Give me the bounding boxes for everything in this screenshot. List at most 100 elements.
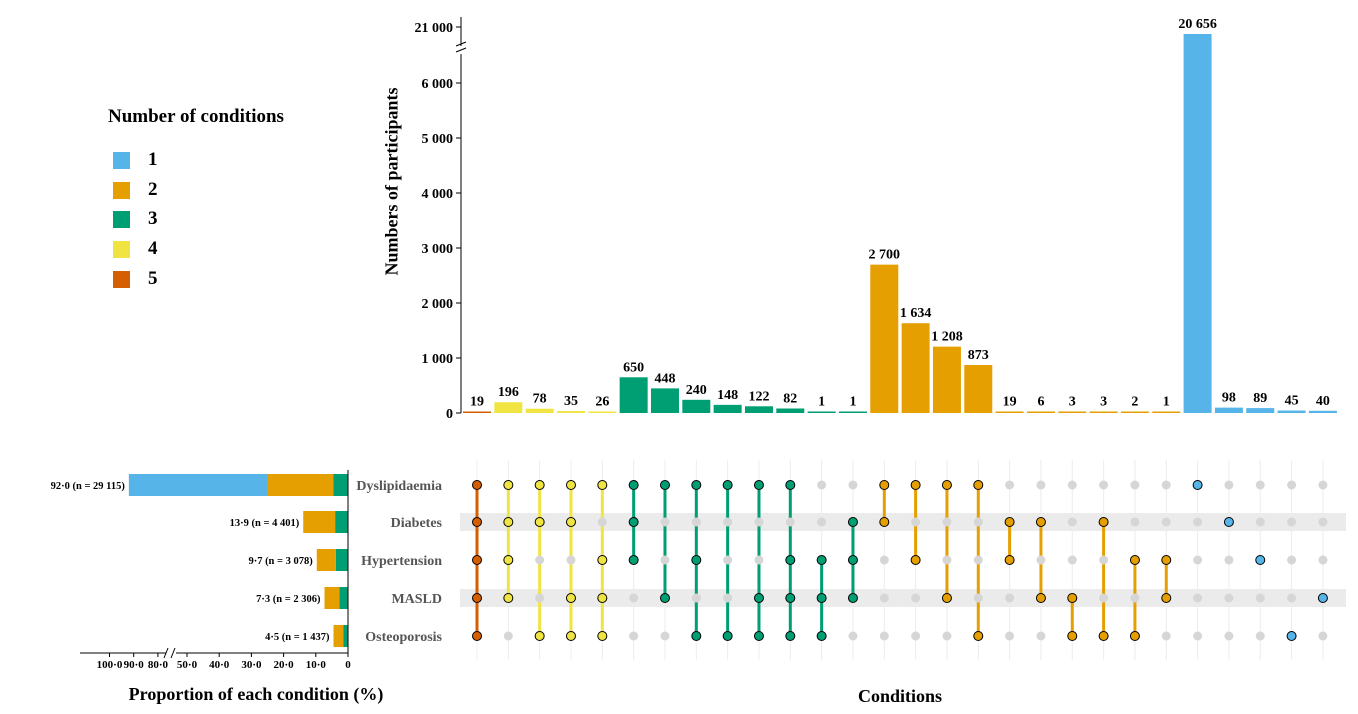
matrix-dot-active xyxy=(628,555,639,565)
y-tick-label: 5 000 xyxy=(422,132,454,147)
matrix-dot-active xyxy=(785,593,796,603)
bar-value-label: 98 xyxy=(1222,391,1236,406)
legend-swatch xyxy=(113,241,130,258)
matrix-dot-active xyxy=(785,480,796,490)
intersection-bar xyxy=(932,346,961,413)
y-axis-break-mark xyxy=(455,41,467,47)
matrix-dot-active xyxy=(753,631,764,641)
x-axis-title: Conditions xyxy=(857,686,943,706)
matrix-dot-inactive xyxy=(629,593,639,603)
matrix-dot-active xyxy=(847,593,858,603)
proportion-axis-break-mark xyxy=(163,647,169,659)
matrix-dot-inactive xyxy=(1224,555,1234,565)
intersection-bar xyxy=(1246,408,1275,413)
matrix-dot-inactive xyxy=(1255,480,1265,490)
bar-value-label: 1 208 xyxy=(931,330,963,345)
intersection-bar xyxy=(682,399,711,413)
intersection-bar xyxy=(556,411,585,413)
matrix-dot-inactive xyxy=(942,517,952,527)
y-tick-label: 4 000 xyxy=(422,187,454,202)
matrix-row-shade xyxy=(460,513,1346,531)
matrix-dot-active xyxy=(941,480,952,490)
matrix-dot-inactive xyxy=(1099,555,1109,565)
proportion-segment xyxy=(128,474,268,496)
matrix-dot-active xyxy=(1286,631,1297,641)
matrix-dot-inactive xyxy=(1224,631,1234,641)
proportion-segment xyxy=(335,511,348,533)
set-label: Diabetes xyxy=(391,516,443,531)
matrix-dot-active xyxy=(534,631,545,641)
intersection-bar xyxy=(494,402,523,413)
matrix-dot-active xyxy=(503,480,514,490)
proportion-tick-label: 50·0 xyxy=(177,659,198,671)
matrix-dot-active xyxy=(910,555,921,565)
matrix-dot-inactive xyxy=(973,555,983,565)
bar-value-label: 122 xyxy=(748,389,769,404)
matrix-dot-inactive xyxy=(1255,517,1265,527)
matrix-dot-inactive xyxy=(942,555,952,565)
matrix-dot-active xyxy=(1067,593,1078,603)
bar-value-label: 650 xyxy=(623,360,644,375)
intersection-bar xyxy=(463,411,491,413)
matrix-dot-inactive xyxy=(1287,480,1297,490)
proportion-segment xyxy=(333,625,344,647)
matrix-dot-inactive xyxy=(1318,631,1328,641)
legend-label: 5 xyxy=(148,268,158,289)
matrix-dot-inactive xyxy=(503,631,513,641)
bar-value-label: 82 xyxy=(783,391,797,406)
intersection-bar xyxy=(1120,411,1149,413)
bar-value-label: 19 xyxy=(470,395,484,410)
proportion-segment xyxy=(343,625,348,647)
bar-value-label: 148 xyxy=(717,388,738,403)
proportion-segment xyxy=(333,474,348,496)
matrix-dot-active xyxy=(659,480,670,490)
matrix-dot-inactive xyxy=(754,517,764,527)
matrix-dot-active xyxy=(1067,631,1078,641)
matrix-dot-inactive xyxy=(1224,480,1234,490)
bar-value-label: 2 700 xyxy=(869,248,901,263)
matrix-dot-inactive xyxy=(660,517,670,527)
matrix-dot-inactive xyxy=(911,593,921,603)
matrix-dot-active xyxy=(1129,555,1140,565)
matrix-dot-inactive xyxy=(1193,517,1203,527)
y-tick-label: 1 000 xyxy=(422,352,454,367)
intersection-bar xyxy=(1214,407,1243,413)
proportion-axis-title: Proportion of each condition (%) xyxy=(128,684,384,704)
matrix-dot-active xyxy=(628,480,639,490)
set-label: Hypertension xyxy=(361,554,442,569)
matrix-dot-active xyxy=(1255,555,1266,565)
intersection-bar xyxy=(964,365,993,413)
bar-value-label: 240 xyxy=(686,383,707,398)
matrix-dot-inactive xyxy=(1067,480,1077,490)
legend-label: 4 xyxy=(148,238,158,259)
bar-value-label: 20 656 xyxy=(1178,17,1217,32)
legend-label: 1 xyxy=(148,149,158,170)
intersection-bar xyxy=(995,411,1024,413)
matrix-dot-active xyxy=(472,555,482,565)
matrix-dot-active xyxy=(847,555,858,565)
matrix-dot-inactive xyxy=(1318,555,1328,565)
matrix-dot-inactive xyxy=(1036,631,1046,641)
proportion-axis-break-mark xyxy=(170,647,176,659)
proportion-segment xyxy=(324,587,340,609)
bar-value-label: 89 xyxy=(1253,391,1267,406)
intersection-bar xyxy=(713,404,742,413)
set-label: Osteoporosis xyxy=(365,630,442,645)
matrix-dot-active xyxy=(722,631,733,641)
intersection-bar xyxy=(1183,34,1212,413)
proportion-label: 7·3 (n = 2 306) xyxy=(256,594,321,605)
intersection-bar xyxy=(650,388,679,413)
matrix-dot-active xyxy=(1161,593,1172,603)
matrix-dot-active xyxy=(1317,593,1328,603)
bar-value-label: 35 xyxy=(564,394,578,409)
intersection-bar xyxy=(1058,411,1087,413)
bar-value-label: 19 xyxy=(1003,395,1017,410)
matrix-dot-active xyxy=(910,480,921,490)
intersection-bar xyxy=(1308,410,1337,413)
matrix-dot-inactive xyxy=(1161,517,1171,527)
matrix-dot-active xyxy=(1223,517,1234,527)
matrix-dot-active xyxy=(879,517,890,527)
proportion-tick-label: 30·0 xyxy=(241,659,262,671)
matrix-dot-inactive xyxy=(1193,555,1203,565)
matrix-dot-active xyxy=(597,555,608,565)
